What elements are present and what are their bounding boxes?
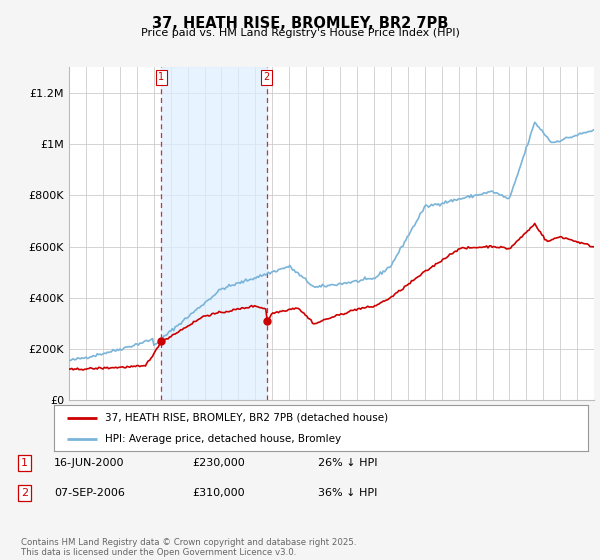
Text: 2: 2 xyxy=(263,72,270,82)
Text: 36% ↓ HPI: 36% ↓ HPI xyxy=(318,488,377,498)
Text: 37, HEATH RISE, BROMLEY, BR2 7PB: 37, HEATH RISE, BROMLEY, BR2 7PB xyxy=(152,16,448,31)
Text: 37, HEATH RISE, BROMLEY, BR2 7PB (detached house): 37, HEATH RISE, BROMLEY, BR2 7PB (detach… xyxy=(105,413,388,423)
Text: 26% ↓ HPI: 26% ↓ HPI xyxy=(318,458,377,468)
Text: £310,000: £310,000 xyxy=(192,488,245,498)
Text: Contains HM Land Registry data © Crown copyright and database right 2025.
This d: Contains HM Land Registry data © Crown c… xyxy=(21,538,356,557)
Bar xyxy=(161,67,267,400)
Text: 07-SEP-2006: 07-SEP-2006 xyxy=(54,488,125,498)
Text: HPI: Average price, detached house, Bromley: HPI: Average price, detached house, Brom… xyxy=(105,435,341,444)
Text: 1: 1 xyxy=(21,458,28,468)
Text: 16-JUN-2000: 16-JUN-2000 xyxy=(54,458,125,468)
Text: 2: 2 xyxy=(21,488,28,498)
Text: Price paid vs. HM Land Registry's House Price Index (HPI): Price paid vs. HM Land Registry's House … xyxy=(140,28,460,38)
Text: £230,000: £230,000 xyxy=(192,458,245,468)
Text: 1: 1 xyxy=(158,72,164,82)
